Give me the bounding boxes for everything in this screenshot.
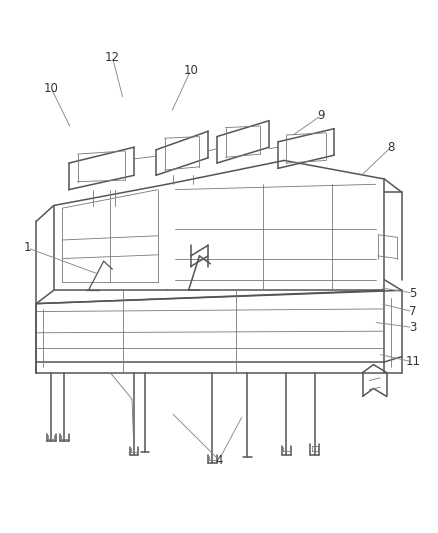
Text: 10: 10 <box>183 64 198 77</box>
Text: 9: 9 <box>318 109 325 122</box>
Text: 1: 1 <box>24 241 31 254</box>
Text: 8: 8 <box>387 141 395 154</box>
Text: 11: 11 <box>405 356 420 368</box>
Text: 5: 5 <box>409 287 417 300</box>
Text: 3: 3 <box>409 321 417 334</box>
Text: 4: 4 <box>215 454 223 466</box>
Text: 12: 12 <box>105 51 120 63</box>
Text: 7: 7 <box>409 305 417 318</box>
Text: 10: 10 <box>44 83 59 95</box>
